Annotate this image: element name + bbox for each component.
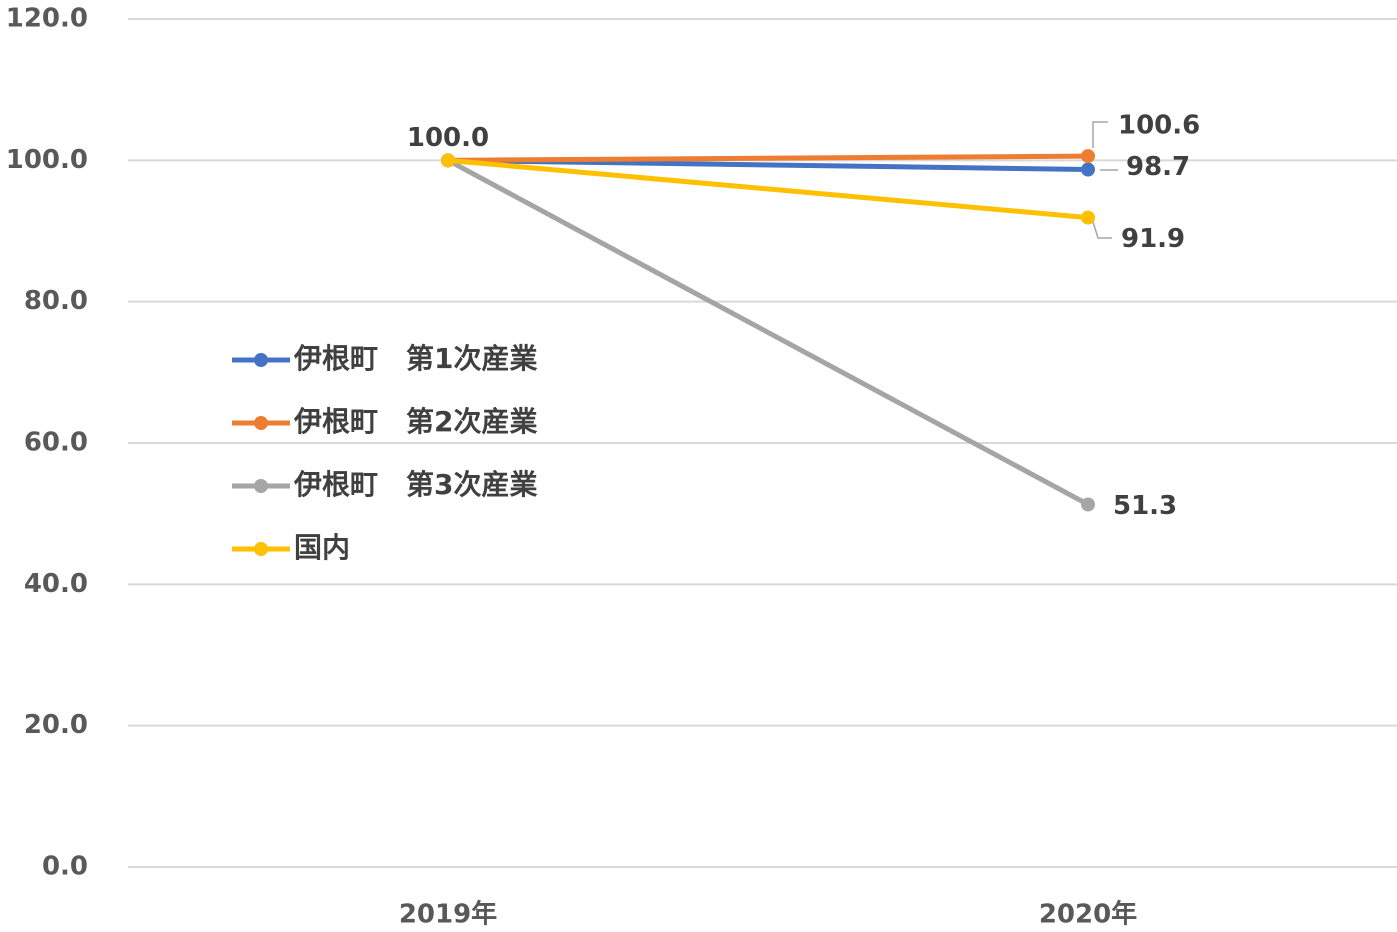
y-tick-label: 40.0 (24, 569, 88, 599)
data-point (1081, 497, 1095, 512)
y-tick-label: 0.0 (42, 852, 88, 882)
series-line (447, 157, 1089, 221)
data-label: 91.9 (1121, 224, 1185, 254)
y-tick-label: 120.0 (6, 4, 88, 34)
leader-line (1092, 121, 1108, 148)
legend-label: 国内 (294, 531, 350, 564)
legend-label: 伊根町 第2次産業 (293, 405, 537, 438)
legend-label: 伊根町 第1次産業 (293, 342, 537, 375)
data-label: 51.3 (1113, 491, 1177, 521)
x-tick-label: 2019年 (399, 899, 497, 930)
series-line (447, 153, 1089, 163)
legend-label: 伊根町 第3次産業 (293, 468, 537, 501)
leader-line (1092, 221, 1112, 239)
legend-marker (254, 416, 268, 430)
data-label: 98.7 (1126, 152, 1190, 182)
legend-marker (254, 479, 268, 493)
y-tick-label: 80.0 (24, 286, 88, 316)
data-label: 100.6 (1118, 111, 1200, 141)
legend-marker (254, 353, 268, 367)
data-point (441, 153, 455, 168)
data-point (1081, 162, 1095, 177)
y-tick-label: 60.0 (24, 428, 88, 458)
series-line (446, 158, 1090, 507)
data-point (1081, 149, 1095, 164)
y-tick-label: 20.0 (24, 710, 88, 740)
data-label: 100.0 (407, 123, 489, 153)
y-tick-label: 100.0 (6, 145, 88, 175)
x-tick-label: 2020年 (1039, 899, 1137, 930)
legend-marker (254, 542, 268, 556)
data-point (1081, 210, 1095, 225)
